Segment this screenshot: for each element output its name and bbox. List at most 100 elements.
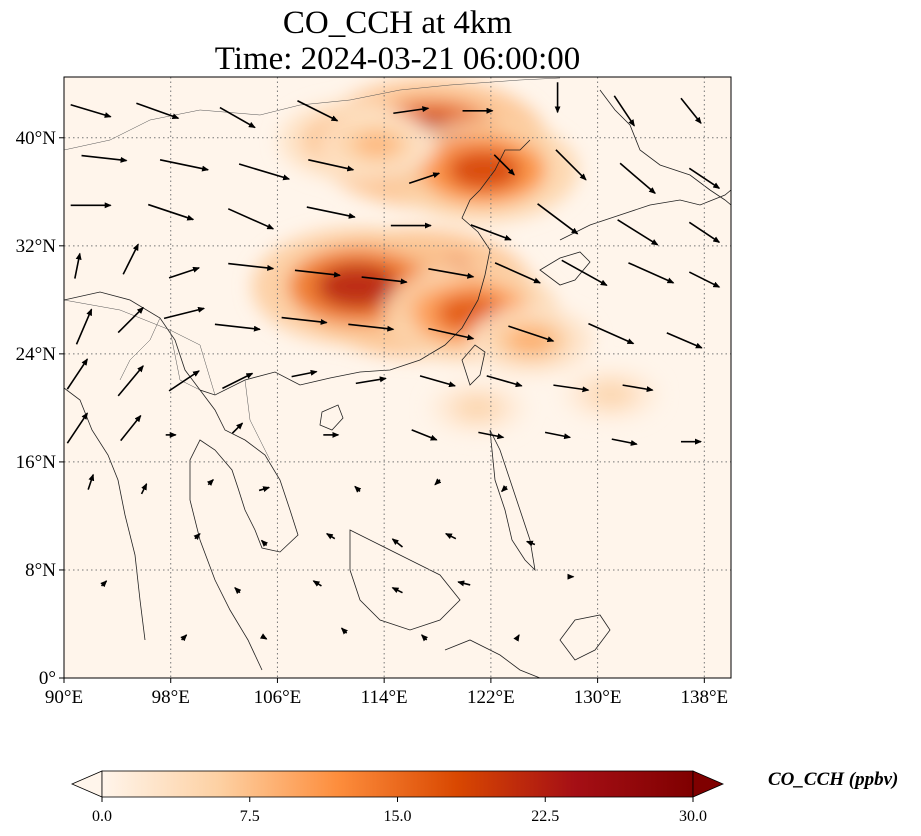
plume-blob xyxy=(458,397,497,419)
wind-arrow xyxy=(588,322,635,345)
country-borders xyxy=(64,77,561,461)
wind-arrow xyxy=(348,323,395,332)
wind-arrow xyxy=(428,268,475,279)
plume-blob xyxy=(506,327,555,354)
wind-arrow xyxy=(457,580,471,587)
wind-arrow xyxy=(74,252,82,279)
chart-title: CO_CCH at 4km xyxy=(282,5,513,41)
wind-arrow xyxy=(508,325,555,343)
wind-arrow xyxy=(81,154,128,163)
y-tick-label: 0° xyxy=(39,668,56,689)
wind-arrow xyxy=(544,431,572,440)
wind-arrow xyxy=(294,269,341,278)
wind-arrow xyxy=(238,163,291,181)
wind-arrow xyxy=(120,414,142,442)
wind-arrow xyxy=(140,483,148,495)
colorbar-tick-label: 30.0 xyxy=(679,808,707,825)
wind-arrow xyxy=(340,627,349,635)
wind-arrow xyxy=(168,370,200,392)
x-axis-ticks: 90°E 98°E 106°E 114°E 122°E 130°E 138°E xyxy=(45,678,728,708)
wind-arrow xyxy=(666,332,703,349)
colorbar-tick-label: 0.0 xyxy=(92,808,112,825)
wind-arrow xyxy=(87,473,95,490)
wind-arrow xyxy=(617,219,659,246)
colorbar-extend-low xyxy=(70,770,103,798)
x-tick-label: 114°E xyxy=(361,687,408,708)
wind-arrow xyxy=(361,276,408,285)
wind-arrow xyxy=(513,634,520,642)
wind-arrow xyxy=(231,422,244,434)
wind-arrow xyxy=(391,586,403,594)
y-axis-ticks: 0° 8°N 16°N 24°N 32°N 40°N xyxy=(16,128,64,689)
x-tick-label: 138°E xyxy=(680,687,728,708)
colorbar-tick-label: 22.5 xyxy=(531,808,559,825)
colorbar: 0.0 7.5 15.0 22.5 30.0 xyxy=(70,770,725,825)
wind-arrow xyxy=(688,221,721,243)
wind-arrow xyxy=(420,634,429,642)
wind-arrow xyxy=(493,154,515,176)
wind-arrow xyxy=(619,162,656,194)
plume-blob xyxy=(354,131,401,158)
wind-arrow xyxy=(117,306,144,334)
wind-arrow xyxy=(306,206,356,219)
wind-arrow xyxy=(688,271,721,288)
wind-arrow xyxy=(214,323,261,332)
wind-arrow xyxy=(312,580,322,587)
wind-arrow xyxy=(180,634,188,642)
wind-arrow xyxy=(136,102,180,120)
wind-arrow xyxy=(66,358,89,390)
wind-arrow xyxy=(297,100,339,122)
wind-arrow xyxy=(680,97,702,125)
wind-arrow xyxy=(444,532,457,540)
x-tick-label: 90°E xyxy=(45,687,83,708)
wind-arrow xyxy=(100,580,108,588)
wind-arrow xyxy=(628,262,675,284)
wind-arrow xyxy=(354,485,362,493)
wind-arrow xyxy=(206,478,214,487)
coastlines xyxy=(64,89,731,678)
colorbar-label: CO_CCH (ppbv) xyxy=(768,769,899,790)
wind-arrow xyxy=(228,262,275,271)
wind-arrow xyxy=(537,203,579,235)
wind-arrow xyxy=(613,95,635,127)
wind-arrow xyxy=(470,224,512,241)
wind-arrow xyxy=(553,384,590,393)
wind-arrow xyxy=(408,172,441,185)
wind-arrow xyxy=(561,259,608,287)
y-tick-label: 32°N xyxy=(16,236,57,257)
chart-subtitle-time: Time: 2024-03-21 06:00:00 xyxy=(214,41,581,77)
y-tick-label: 16°N xyxy=(16,452,57,473)
wind-arrow xyxy=(260,539,268,547)
x-tick-label: 122°E xyxy=(467,687,515,708)
colorbar-extend-high xyxy=(692,770,725,798)
wind-arrow xyxy=(227,208,275,230)
wind-arrow xyxy=(291,369,318,378)
wind-arrow xyxy=(75,308,93,345)
wind-arrow xyxy=(70,103,112,118)
wind-arrow xyxy=(219,106,256,129)
wind-arrow xyxy=(66,412,89,444)
colorbar-body xyxy=(101,770,694,798)
wind-arrow xyxy=(622,384,654,393)
wind-arrow xyxy=(419,375,456,388)
wind-arrow xyxy=(193,532,201,541)
plume-blob xyxy=(448,150,521,191)
wind-arrow xyxy=(117,365,144,397)
wind-arrow xyxy=(434,478,442,486)
wind-arrow xyxy=(163,306,206,320)
wind-arrow xyxy=(168,266,201,279)
gridlines xyxy=(64,77,731,678)
x-tick-label: 130°E xyxy=(574,687,622,708)
colorbar-tick-label: 15.0 xyxy=(384,808,412,825)
wind-arrow xyxy=(122,243,139,275)
wind-arrow xyxy=(501,485,509,493)
plume-blob xyxy=(592,384,630,405)
wind-arrow xyxy=(159,159,210,172)
wind-arrow xyxy=(411,429,438,441)
wind-arrow xyxy=(428,327,475,341)
wind-arrow xyxy=(393,106,430,115)
wind-arrow xyxy=(222,372,254,390)
colorbar-ticks: 0.0 7.5 15.0 22.5 30.0 xyxy=(92,797,707,825)
wind-arrow xyxy=(259,633,268,640)
